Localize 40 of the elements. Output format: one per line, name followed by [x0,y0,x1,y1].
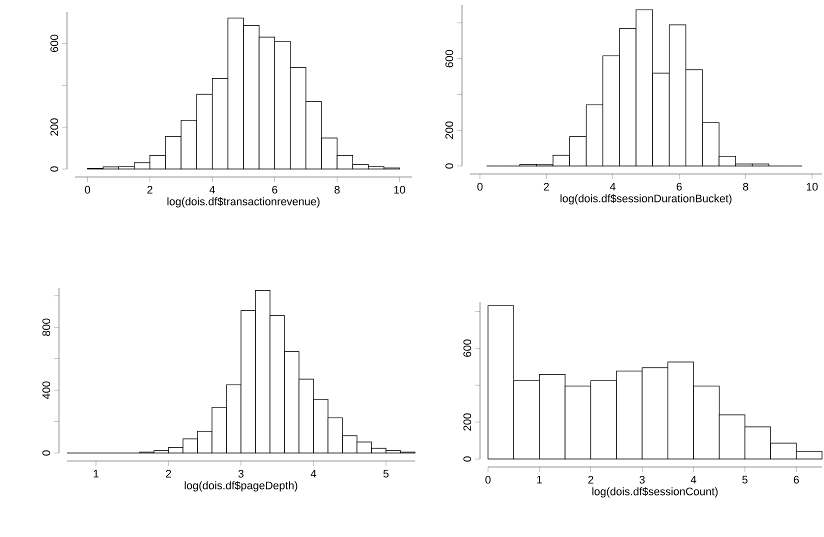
x-tick-label: 6 [794,476,799,484]
x-tick-label: 5 [383,470,389,478]
x-tick-label: 10 [806,182,818,191]
y-tick-label: 200 [463,413,472,431]
x-axis-title: log(dois.df$pageDepth) [184,481,298,492]
y-tick-label: 0 [50,166,58,172]
y-tick-label: 0 [463,456,472,462]
y-tick-label: 0 [42,450,50,456]
x-tick-label: 8 [334,186,340,194]
x-tick-label: 2 [544,182,549,190]
y-tick-label: 200 [50,118,58,136]
x-tick-label: 2 [166,470,171,478]
x-axis-title: log(dois.df$sessionCount) [592,487,718,498]
y-tick-label: 200 [445,122,454,139]
x-tick-label: 1 [94,470,99,478]
x-tick-label: 3 [238,470,244,478]
x-tick-label: 1 [537,476,542,484]
x-tick-label: 6 [272,186,278,194]
x-tick-label: 5 [742,476,748,484]
y-tick-label: 400 [42,381,50,400]
x-tick-label: 6 [676,182,682,191]
x-axis-title: log(dois.df$sessionDurationBucket) [560,194,732,204]
y-tick-label: 600 [445,50,454,68]
x-tick-label: 0 [84,186,90,194]
y-tick-label: 800 [42,318,50,336]
x-tick-label: 10 [394,186,406,194]
x-tick-label: 4 [690,476,696,484]
y-tick-label: 600 [50,34,58,52]
x-tick-label: 2 [147,186,152,194]
x-tick-label: 4 [610,182,616,190]
x-tick-label: 8 [743,182,748,191]
y-tick-label: 600 [463,339,472,357]
y-tick-label: 0 [445,163,454,169]
x-axis-title: log(dois.df$transactionrevenue) [167,197,320,208]
x-tick-label: 4 [210,186,216,194]
x-tick-label: 4 [310,470,316,478]
x-tick-label: 3 [640,476,645,484]
x-tick-label: 0 [477,182,483,191]
x-tick-label: 2 [588,476,594,484]
x-tick-label: 0 [485,476,491,484]
